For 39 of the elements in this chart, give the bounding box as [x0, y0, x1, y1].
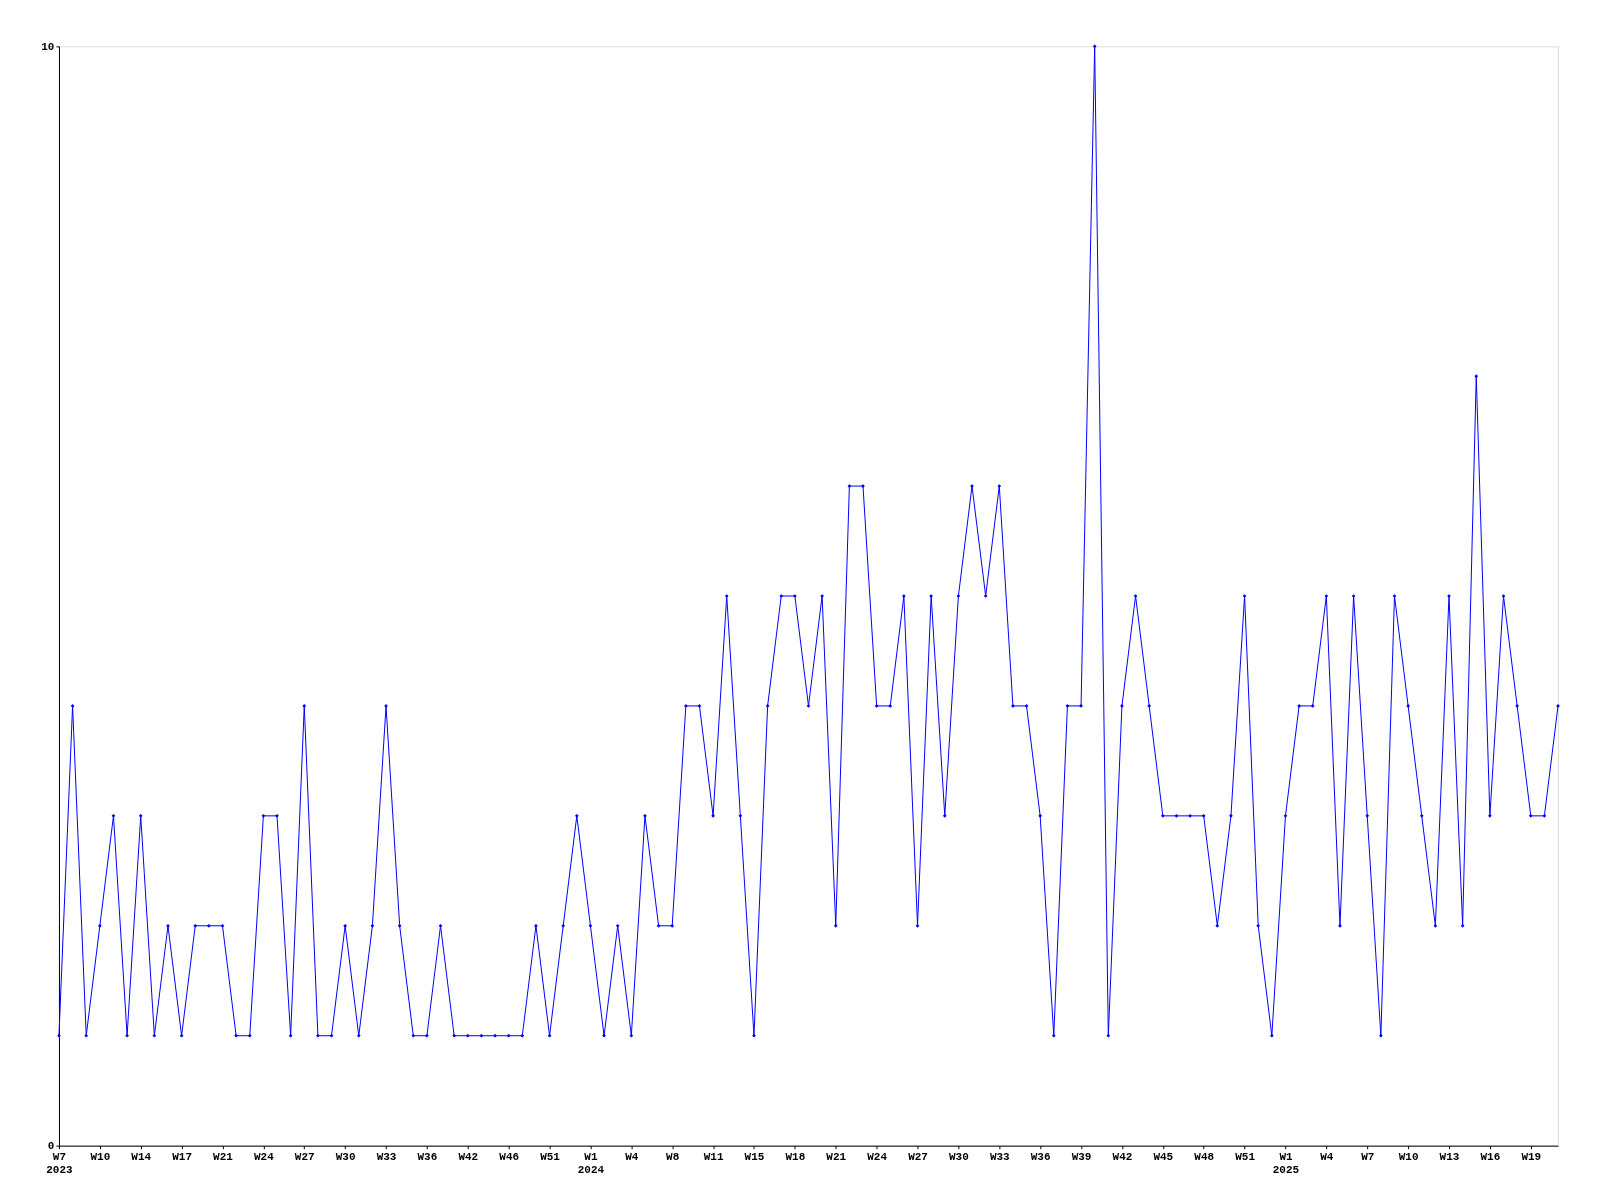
x-tick-label: W18	[785, 1151, 806, 1164]
x-tick-label: W33	[376, 1151, 397, 1164]
x-tick-label: W27	[908, 1151, 928, 1164]
x-tick-label: W15	[744, 1151, 765, 1164]
x-tick-label: W21	[826, 1151, 847, 1164]
x-tick-label: W11	[703, 1151, 724, 1164]
x-tick-label: W27	[294, 1151, 315, 1164]
x-tick-label: W42	[1112, 1151, 1133, 1164]
x-tick-label: W36	[417, 1151, 438, 1164]
x-tick-label: W8	[666, 1151, 680, 1164]
x-tick-label: W13	[1439, 1151, 1460, 1164]
x-tick-label: W46	[499, 1151, 520, 1164]
x-tick-label: W4	[625, 1151, 639, 1164]
x-tick-label: W51	[1235, 1151, 1256, 1164]
x-tick-label: W42	[458, 1151, 479, 1164]
x-tick-label: W48	[1194, 1151, 1215, 1164]
x-tick-label: W24	[867, 1151, 888, 1164]
x-tick-label: W51	[540, 1151, 561, 1164]
x-tick-label: W17	[172, 1151, 192, 1164]
x-tick-label: W4	[1320, 1151, 1334, 1164]
x-tick-label: W1 2024	[577, 1151, 605, 1177]
y-tick-label: 10	[41, 40, 55, 53]
x-tick-label: W19	[1521, 1151, 1542, 1164]
x-tick-label: W10	[90, 1151, 111, 1164]
x-tick-label: W30	[335, 1151, 356, 1164]
y-tick-label: 0	[47, 1140, 55, 1153]
x-tick-label: W45	[1153, 1151, 1174, 1164]
x-tick-label: W21	[213, 1151, 234, 1164]
x-tick-label: W30	[949, 1151, 969, 1164]
x-tick-label: W36	[1030, 1151, 1051, 1164]
x-tick-label: W7 2023	[46, 1151, 74, 1177]
x-tick-label: W16	[1480, 1151, 1501, 1164]
x-tick-label: W7	[1361, 1151, 1375, 1164]
x-tick-label: W1 2025	[1272, 1151, 1300, 1177]
x-tick-label: W14	[131, 1151, 152, 1164]
x-tick-label: W39	[1071, 1151, 1092, 1164]
x-tick-label: W10	[1398, 1151, 1419, 1164]
x-tick-label: W24	[253, 1151, 275, 1164]
x-tick-label: W33	[989, 1151, 1011, 1164]
